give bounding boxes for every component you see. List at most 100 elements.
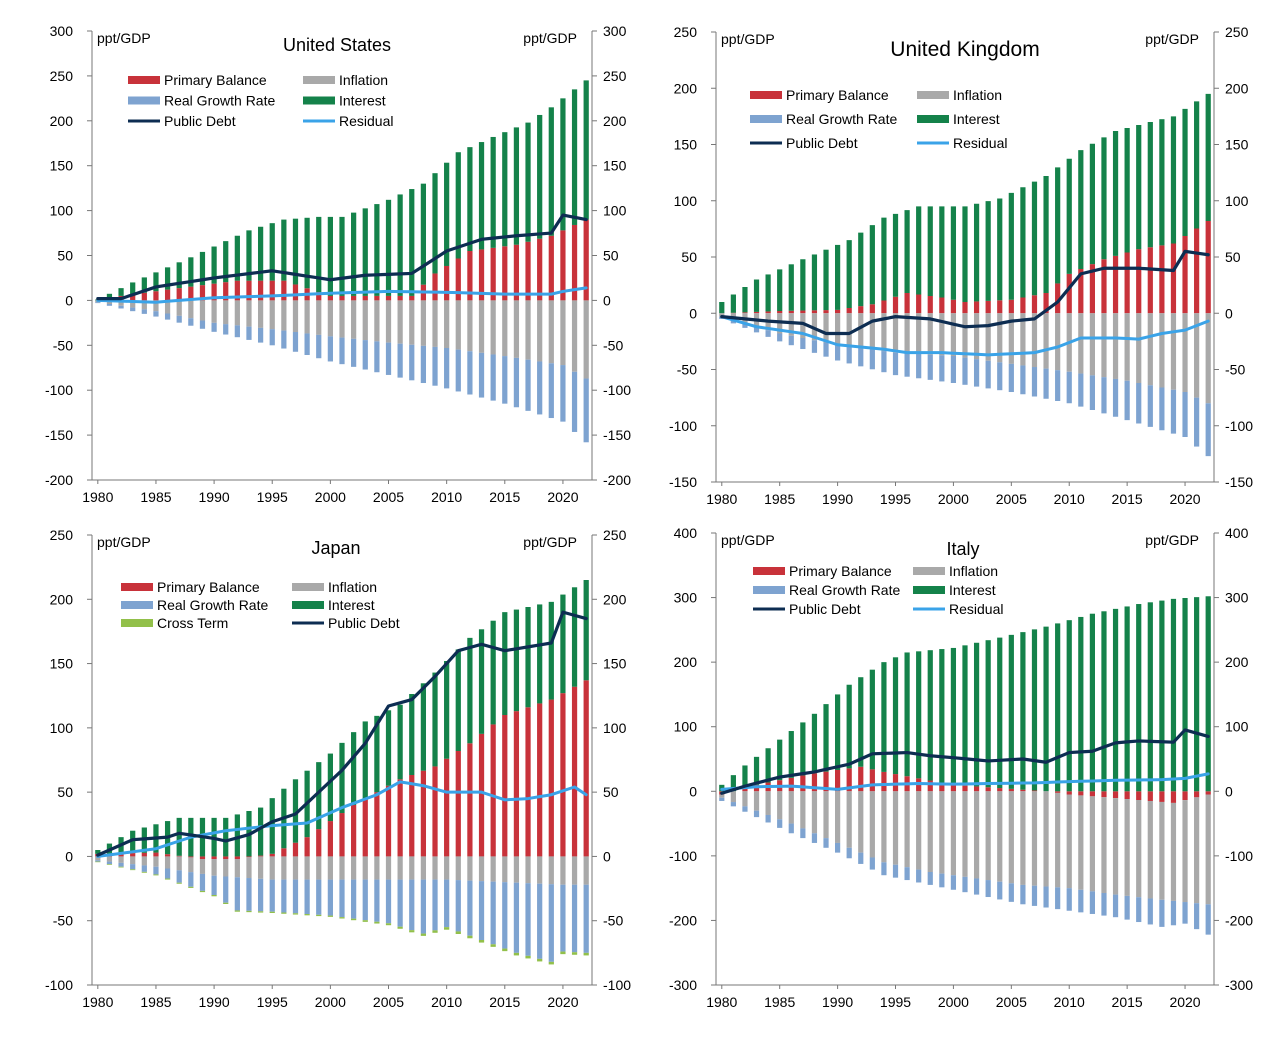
bar-inflation-1999	[939, 791, 945, 874]
bar-primary-balance-2008	[420, 770, 427, 857]
bar-primary-balance-1998	[927, 296, 933, 314]
y-tick-label-left: -150	[669, 474, 697, 490]
bar-inflation-1987	[176, 300, 182, 316]
bar-interest-1990	[211, 246, 217, 284]
x-tick-label: 1990	[822, 491, 853, 507]
bar-primary-balance-2007	[409, 775, 415, 857]
y-tick-label-right: 100	[603, 720, 627, 736]
y-tick-label-left: 250	[50, 68, 74, 84]
bar-interest-2000	[327, 753, 333, 822]
bar-interest-1999	[939, 649, 945, 783]
bar-interest-2015	[502, 132, 508, 247]
bar-cross-term-2004	[374, 921, 380, 924]
chart-title: Italy	[946, 539, 979, 559]
bar-inflation-2010	[1066, 794, 1072, 889]
bar-real-growth-rate-1993	[869, 349, 875, 370]
x-tick-label: 2010	[1054, 491, 1085, 507]
legend-swatch-real-growth-rate	[750, 115, 782, 123]
y-tick-label-right: -150	[1225, 474, 1253, 490]
bar-real-growth-rate-2004	[997, 881, 1003, 900]
bar-primary-balance-1987	[800, 775, 806, 792]
bar-inflation-1989	[199, 859, 206, 874]
y-tick-label-right: 150	[603, 158, 627, 174]
bar-interest-1984	[765, 748, 771, 783]
y-tick-label-right: 250	[603, 527, 627, 543]
bar-inflation-1992	[234, 859, 240, 878]
bar-inflation-1982	[118, 856, 124, 863]
bar-inflation-2001	[339, 300, 345, 338]
legend-label-primary-balance: Primary Balance	[157, 579, 260, 595]
legend-label-interest: Interest	[953, 111, 1000, 127]
bar-real-growth-rate-2016	[1136, 897, 1142, 923]
bar-real-growth-rate-1989	[199, 873, 206, 891]
y-tick-label-left: -50	[677, 362, 697, 378]
bar-interest-2022	[583, 80, 589, 220]
bar-real-growth-rate-1999	[939, 355, 945, 382]
bar-interest-2017	[1147, 122, 1153, 248]
bar-inflation-2018	[1159, 313, 1165, 388]
bar-inflation-2014	[1112, 798, 1119, 895]
bar-real-growth-rate-2014	[1112, 894, 1119, 918]
legend-label-real-growth-rate: Real Growth Rate	[786, 111, 897, 127]
x-tick-label: 2000	[315, 994, 346, 1010]
bar-group	[719, 93, 1211, 457]
bar-inflation-1986	[164, 856, 171, 869]
bar-interest-1983	[130, 282, 136, 295]
bar-primary-balance-1986	[164, 854, 171, 857]
bar-real-growth-rate-2004	[374, 879, 380, 922]
bar-primary-balance-2020	[1182, 791, 1188, 801]
bar-interest-2014	[1112, 131, 1119, 256]
x-tick-label: 1995	[257, 994, 288, 1010]
bar-interest-2005	[1008, 192, 1014, 300]
bar-interest-2006	[1020, 632, 1026, 790]
x-tick-label: 2005	[373, 489, 404, 505]
bar-real-growth-rate-2005	[385, 879, 392, 924]
bar-real-growth-rate-2000	[950, 875, 957, 890]
bar-primary-balance-1981	[730, 312, 736, 314]
bar-primary-balance-1992	[858, 766, 864, 792]
bar-real-growth-rate-2022	[1205, 904, 1211, 935]
bar-real-growth-rate-1995	[892, 352, 899, 376]
bar-interest-2009	[1055, 167, 1061, 284]
bar-inflation-2009	[1055, 792, 1061, 888]
bar-primary-balance-2009	[432, 273, 438, 301]
bar-inflation-1983	[130, 856, 136, 865]
bar-interest-2013	[1101, 611, 1107, 792]
bar-real-growth-rate-2014	[490, 881, 496, 945]
bar-interest-1980	[719, 302, 725, 314]
bar-real-growth-rate-1993	[246, 878, 252, 911]
bar-interest-1992	[234, 814, 240, 857]
bar-primary-balance-1987	[800, 310, 806, 314]
bar-inflation-1995	[269, 856, 275, 880]
bar-primary-balance-2013	[1101, 791, 1107, 798]
y-tick-label-left: 50	[57, 784, 73, 800]
bar-inflation-2005	[1008, 313, 1014, 364]
bar-real-growth-rate-1999	[316, 879, 322, 915]
bar-inflation-1998	[927, 313, 933, 355]
bar-inflation-1988	[811, 791, 818, 834]
bar-primary-balance-1986	[788, 310, 794, 314]
bar-inflation-1986	[788, 313, 794, 336]
bar-primary-balance-1993	[869, 769, 875, 792]
line-residual	[720, 315, 1210, 357]
bar-primary-balance-2017	[1147, 791, 1153, 801]
bar-inflation-1999	[316, 300, 322, 335]
bar-interest-1993	[869, 669, 875, 770]
bar-inflation-2002	[351, 300, 357, 339]
chart-title: United States	[283, 35, 391, 55]
bar-interest-2013	[478, 142, 485, 250]
bar-inflation-1991	[223, 859, 229, 877]
bar-interest-1981	[730, 294, 736, 313]
bar-primary-balance-1993	[246, 856, 252, 858]
bar-primary-balance-2006	[397, 779, 403, 857]
y-tick-label-right: -200	[1225, 912, 1253, 928]
bar-primary-balance-2013	[478, 733, 485, 857]
bar-primary-balance-2006	[1020, 297, 1026, 314]
x-tick-label: 2010	[431, 489, 462, 505]
y-tick-label-left: 250	[50, 527, 74, 543]
x-tick-label: 1985	[764, 994, 795, 1010]
bar-primary-balance-1983	[130, 294, 136, 301]
x-tick-label: 2000	[938, 994, 969, 1010]
bar-inflation-1998	[304, 856, 310, 880]
bar-real-growth-rate-2018	[537, 361, 543, 415]
